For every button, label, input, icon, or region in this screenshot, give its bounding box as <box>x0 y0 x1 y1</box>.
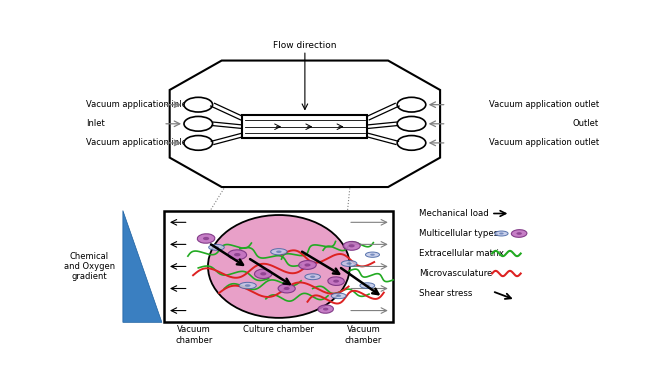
Ellipse shape <box>209 244 224 250</box>
Ellipse shape <box>366 252 380 257</box>
Ellipse shape <box>254 269 272 278</box>
Ellipse shape <box>278 284 295 293</box>
Text: Inlet: Inlet <box>87 119 105 128</box>
Ellipse shape <box>214 246 219 249</box>
Ellipse shape <box>305 274 321 280</box>
Ellipse shape <box>495 231 508 236</box>
Ellipse shape <box>184 97 213 112</box>
Text: Vacuum application inlet: Vacuum application inlet <box>87 138 191 147</box>
Text: Outlet: Outlet <box>572 119 599 128</box>
Ellipse shape <box>299 261 316 269</box>
Ellipse shape <box>203 237 209 240</box>
Ellipse shape <box>499 233 504 235</box>
Ellipse shape <box>260 272 266 275</box>
Ellipse shape <box>228 250 247 259</box>
Ellipse shape <box>370 254 375 256</box>
Ellipse shape <box>511 230 527 237</box>
Polygon shape <box>170 60 440 187</box>
Ellipse shape <box>270 249 287 255</box>
Text: Vacuum application inlet: Vacuum application inlet <box>87 100 191 109</box>
Ellipse shape <box>517 232 522 235</box>
Ellipse shape <box>397 97 426 112</box>
Text: Vacuum
chamber: Vacuum chamber <box>176 325 213 345</box>
Bar <box>164 210 393 322</box>
Ellipse shape <box>346 262 352 265</box>
Text: Multicellular types: Multicellular types <box>419 229 499 238</box>
Ellipse shape <box>318 305 333 313</box>
Ellipse shape <box>239 282 256 289</box>
Ellipse shape <box>323 308 328 311</box>
Polygon shape <box>123 210 162 322</box>
Ellipse shape <box>360 283 374 288</box>
Text: Vacuum application outlet: Vacuum application outlet <box>488 138 599 147</box>
Ellipse shape <box>343 241 360 250</box>
Bar <box>242 115 367 139</box>
Text: Vacuum application outlet: Vacuum application outlet <box>488 100 599 109</box>
Text: Flow direction: Flow direction <box>273 41 337 50</box>
Ellipse shape <box>310 275 315 278</box>
Ellipse shape <box>365 285 370 286</box>
Ellipse shape <box>184 117 213 131</box>
Ellipse shape <box>397 117 426 131</box>
Ellipse shape <box>336 295 341 297</box>
Ellipse shape <box>333 280 339 283</box>
Text: Chemical
and Oxygen
gradient: Chemical and Oxygen gradient <box>64 251 115 282</box>
Ellipse shape <box>234 253 241 256</box>
Ellipse shape <box>397 136 426 150</box>
Text: Extracellular matrix: Extracellular matrix <box>419 249 505 258</box>
Text: Culture chamber: Culture chamber <box>244 325 314 334</box>
Ellipse shape <box>349 244 355 248</box>
Ellipse shape <box>197 234 215 243</box>
Text: Shear stress: Shear stress <box>419 289 472 298</box>
Text: Mechanical load: Mechanical load <box>419 209 489 218</box>
Ellipse shape <box>284 287 290 290</box>
Ellipse shape <box>276 251 282 253</box>
Ellipse shape <box>305 264 311 267</box>
Ellipse shape <box>184 136 213 150</box>
Text: Microvasculature: Microvasculature <box>419 269 493 278</box>
Ellipse shape <box>342 261 357 267</box>
Ellipse shape <box>328 277 344 285</box>
Ellipse shape <box>245 284 250 287</box>
Text: Vacuum
chamber: Vacuum chamber <box>345 325 382 345</box>
Ellipse shape <box>331 293 346 299</box>
Ellipse shape <box>208 215 350 318</box>
